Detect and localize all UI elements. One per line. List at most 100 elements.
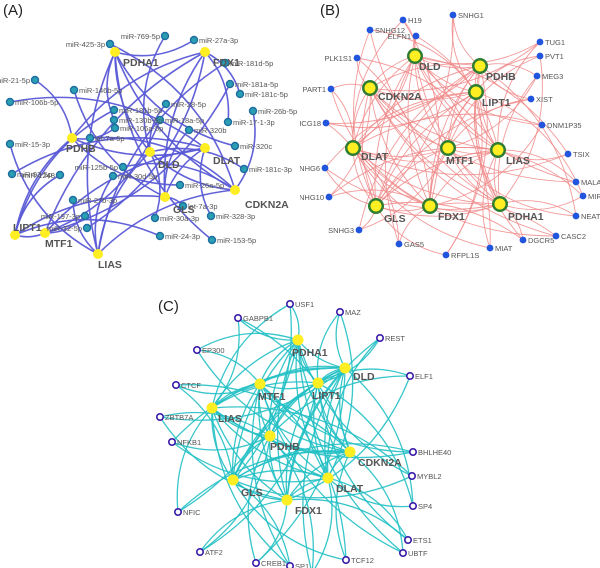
leaf-node-mir-93-5p bbox=[7, 169, 17, 179]
edge bbox=[369, 87, 501, 205]
edge bbox=[339, 367, 351, 453]
leaf-label-hcg18: HCG18 bbox=[300, 119, 321, 128]
leaf-label-sp1: SP1 bbox=[295, 562, 309, 568]
edge bbox=[369, 87, 449, 149]
leaf-label-ep300: EP300 bbox=[202, 346, 225, 355]
edge bbox=[163, 51, 206, 198]
leaf-label-maz: MAZ bbox=[345, 308, 361, 317]
leaf-label-gas5: GAS5 bbox=[404, 240, 424, 249]
leaf-node-ets1 bbox=[403, 536, 412, 545]
leaf-label-mir-320b: miR-320b bbox=[194, 126, 227, 135]
leaf-node-dgcr5 bbox=[519, 236, 527, 244]
panel-b-label: (B) bbox=[320, 2, 340, 19]
leaf-node-snhg6 bbox=[321, 164, 329, 172]
hub-label-gls: GLS bbox=[173, 204, 195, 216]
leaf-node-mir-125b-5p bbox=[118, 162, 128, 172]
leaf-label-zbtb7a: ZBTB7A bbox=[165, 413, 193, 422]
edge bbox=[259, 383, 351, 453]
edge bbox=[447, 75, 538, 149]
leaf-label-mir-30d-5p: miR-30d-5p bbox=[118, 172, 157, 181]
edge bbox=[232, 475, 413, 499]
hub-label-lipt1: LIPT1 bbox=[482, 97, 511, 109]
hub-label-fdx1: FDX1 bbox=[295, 505, 322, 517]
leaf-node-part1 bbox=[327, 85, 335, 93]
leaf-label-snhg10: SNHG10 bbox=[300, 193, 324, 202]
edge bbox=[11, 136, 206, 175]
leaf-label-plk1s1: PLK1S1 bbox=[324, 54, 352, 63]
edge bbox=[414, 55, 569, 155]
leaf-node-snhg3 bbox=[355, 226, 363, 234]
edge bbox=[369, 63, 481, 89]
leaf-node-mir-130b-5p bbox=[109, 115, 119, 125]
edge bbox=[335, 311, 346, 369]
leaf-node-mir-320c bbox=[230, 141, 240, 151]
edge bbox=[211, 407, 351, 453]
edge bbox=[325, 91, 477, 129]
edge bbox=[251, 383, 291, 567]
leaf-label-mir-27a-3p: miR-27a-3p bbox=[199, 36, 238, 45]
edge bbox=[211, 317, 240, 409]
leaf-node-bhlhe40 bbox=[408, 448, 417, 457]
leaf-node-rest bbox=[375, 333, 384, 342]
edge bbox=[259, 365, 346, 385]
hub-label-dlat: DLAT bbox=[361, 151, 389, 163]
leaf-label-rfpl1s: RFPL1S bbox=[451, 251, 479, 260]
hub-node-cdkn2a bbox=[364, 82, 376, 94]
edge bbox=[44, 83, 231, 234]
leaf-label-miat: MIAT bbox=[495, 244, 513, 253]
leaf-node-mybl2 bbox=[407, 472, 416, 481]
leaf-node-sp1 bbox=[286, 562, 294, 568]
edge bbox=[204, 51, 230, 123]
edge bbox=[369, 29, 477, 93]
edge bbox=[44, 51, 206, 234]
edge bbox=[97, 151, 151, 255]
leaf-node-miat bbox=[486, 244, 494, 252]
edge bbox=[297, 339, 404, 554]
leaf-node-maz bbox=[335, 307, 344, 316]
leaf-label-snhg6: SNHG6 bbox=[300, 164, 320, 173]
hub-node-dlat bbox=[347, 142, 359, 154]
edge bbox=[109, 43, 236, 191]
edge bbox=[237, 317, 299, 341]
leaf-label-mir-153-5p: miR-153-5p bbox=[217, 236, 256, 245]
hub-label-dlat: DLAT bbox=[336, 483, 364, 495]
edge bbox=[247, 435, 271, 564]
leaf-label-meg3: MEG3 bbox=[542, 72, 563, 81]
labels: miR-27a-3p miR-769-5p miR-425-3p miR-181d-5… bbox=[0, 32, 297, 271]
panel-c: (C) USF1 MAZ GABPB1 REST EP300 ELF1 CTCF ZBTB7A… bbox=[0, 290, 600, 568]
hub-node-lipt1 bbox=[470, 86, 482, 98]
leaf-label-nfic: NFIC bbox=[183, 508, 201, 517]
leaf-node-nfic bbox=[174, 508, 183, 517]
leaf-node-mir-27a-3p bbox=[189, 35, 199, 45]
edge bbox=[375, 205, 447, 256]
edge bbox=[497, 75, 538, 205]
edge bbox=[369, 87, 557, 237]
leaf-label-mir-425-3p: miR-425-3p bbox=[66, 40, 105, 49]
hub-node-pdha1 bbox=[494, 198, 506, 210]
edge bbox=[114, 51, 213, 241]
edge bbox=[317, 337, 381, 384]
leaf-label-gabpb1: GABPB1 bbox=[243, 314, 273, 323]
panel-c-label: (C) bbox=[158, 298, 179, 315]
leaf-label-elf1: ELF1 bbox=[415, 372, 433, 381]
hub-node-mtf1 bbox=[254, 378, 266, 390]
edge bbox=[286, 451, 351, 501]
leaf-node-nfkb1 bbox=[168, 438, 177, 447]
leaf-label-mir-181c-5p: miR-181c-5p bbox=[245, 90, 288, 99]
edge bbox=[71, 137, 206, 157]
edge bbox=[353, 29, 377, 207]
edge bbox=[358, 147, 449, 231]
leaf-label-mir-328-3p: miR-328-3p bbox=[216, 212, 255, 221]
leaf-label-usf1: USF1 bbox=[295, 300, 314, 309]
leaf-node-mir-181d-5p bbox=[220, 58, 230, 68]
leaf-label-mir17hg: MIR17HG bbox=[588, 192, 600, 201]
leaf-label-tsix: TSIX bbox=[573, 150, 590, 159]
leaf-label-malat1: MALAT1 bbox=[581, 178, 600, 187]
leaf-node-rfpl1s bbox=[442, 251, 450, 259]
leaf-node-mir-30a-3p bbox=[150, 213, 160, 223]
edge bbox=[317, 382, 351, 453]
labels: USF1 MAZ GABPB1 REST EP300 ELF1 CTCF ZBTB7A BHLH… bbox=[165, 300, 451, 568]
edge bbox=[375, 65, 481, 207]
leaf-label-part1: PART1 bbox=[303, 85, 326, 94]
